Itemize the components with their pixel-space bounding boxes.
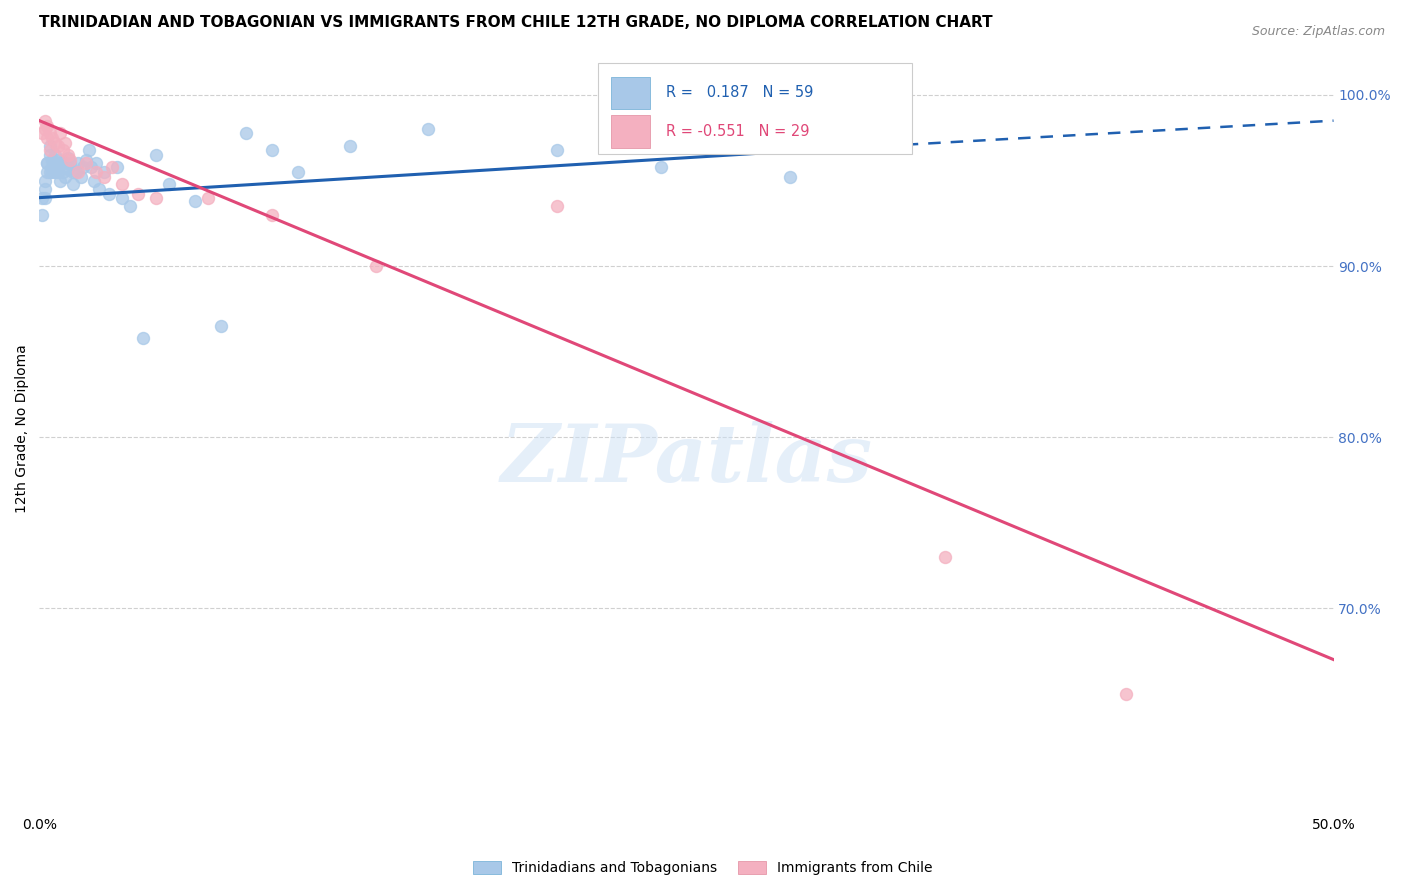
Point xyxy=(118,199,141,213)
Point xyxy=(650,160,672,174)
Point xyxy=(56,161,79,176)
Point xyxy=(262,143,284,157)
Point xyxy=(98,187,121,202)
Point xyxy=(52,143,75,157)
Point xyxy=(934,549,956,564)
Point xyxy=(56,148,79,162)
Bar xyxy=(599,63,911,153)
Point xyxy=(339,139,361,153)
Legend: Trinidadians and Tobagonians, Immigrants from Chile: Trinidadians and Tobagonians, Immigrants… xyxy=(468,855,938,880)
Point xyxy=(364,259,387,273)
Point xyxy=(546,143,568,157)
Point xyxy=(38,165,60,179)
Point xyxy=(69,170,91,185)
Point xyxy=(56,151,79,165)
Point xyxy=(38,148,60,162)
Point xyxy=(37,156,59,170)
Point xyxy=(31,208,53,222)
Point xyxy=(80,160,103,174)
Point xyxy=(52,156,75,170)
Text: ZIPatlas: ZIPatlas xyxy=(501,421,873,498)
Text: TRINIDADIAN AND TOBAGONIAN VS IMMIGRANTS FROM CHILE 12TH GRADE, NO DIPLOMA CORRE: TRINIDADIAN AND TOBAGONIAN VS IMMIGRANTS… xyxy=(39,15,993,30)
Point xyxy=(34,113,56,128)
Point xyxy=(44,165,66,179)
Point xyxy=(132,331,155,345)
Point xyxy=(262,208,284,222)
Point xyxy=(46,160,69,174)
Point xyxy=(49,126,72,140)
Point xyxy=(111,191,134,205)
Point xyxy=(235,126,257,140)
Point xyxy=(53,136,76,150)
Point xyxy=(37,156,59,170)
Point xyxy=(38,139,60,153)
Point xyxy=(416,122,439,136)
Point xyxy=(546,199,568,213)
Point xyxy=(287,165,309,179)
Point xyxy=(41,130,63,145)
Point xyxy=(77,143,100,157)
Text: R =   0.187   N = 59: R = 0.187 N = 59 xyxy=(666,86,813,101)
Y-axis label: 12th Grade, No Diploma: 12th Grade, No Diploma xyxy=(15,344,30,513)
Point xyxy=(44,148,66,162)
Point xyxy=(1115,687,1137,701)
Point xyxy=(46,139,69,153)
Text: Source: ZipAtlas.com: Source: ZipAtlas.com xyxy=(1251,25,1385,38)
Point xyxy=(38,143,60,157)
Point xyxy=(779,170,801,185)
Point xyxy=(41,160,63,174)
Point xyxy=(145,148,167,162)
Point xyxy=(75,153,97,167)
Bar xyxy=(612,115,650,147)
Point xyxy=(183,194,205,208)
Point xyxy=(83,173,105,187)
Point xyxy=(46,153,69,167)
Point xyxy=(34,122,56,136)
Point xyxy=(93,165,115,179)
Point xyxy=(41,153,63,167)
Point xyxy=(127,187,149,202)
Point xyxy=(38,126,60,140)
Point xyxy=(86,156,108,170)
Point xyxy=(53,156,76,170)
Point xyxy=(67,156,90,170)
Point xyxy=(209,318,232,333)
Point xyxy=(34,182,56,196)
Point xyxy=(34,191,56,205)
Point xyxy=(37,119,59,133)
Point xyxy=(62,177,84,191)
Point xyxy=(31,191,53,205)
Point xyxy=(49,173,72,187)
Point xyxy=(87,182,110,196)
Bar xyxy=(612,77,650,109)
Point xyxy=(72,160,94,174)
Point xyxy=(157,177,180,191)
Point xyxy=(49,156,72,170)
Point xyxy=(34,173,56,187)
Point xyxy=(46,165,69,179)
Point xyxy=(62,165,84,179)
Point xyxy=(67,165,90,179)
Point xyxy=(53,170,76,185)
Point xyxy=(65,165,87,179)
Point xyxy=(41,165,63,179)
Point xyxy=(145,191,167,205)
Point xyxy=(44,136,66,150)
Text: R = -0.551   N = 29: R = -0.551 N = 29 xyxy=(666,124,810,139)
Point xyxy=(59,156,82,170)
Point xyxy=(111,177,134,191)
Point xyxy=(59,153,82,167)
Point xyxy=(44,156,66,170)
Point xyxy=(52,165,75,179)
Point xyxy=(86,165,108,179)
Point xyxy=(93,170,115,185)
Point xyxy=(37,130,59,145)
Point xyxy=(31,126,53,140)
Point xyxy=(101,160,124,174)
Point xyxy=(105,160,128,174)
Point xyxy=(75,156,97,170)
Point xyxy=(197,191,219,205)
Point xyxy=(37,165,59,179)
